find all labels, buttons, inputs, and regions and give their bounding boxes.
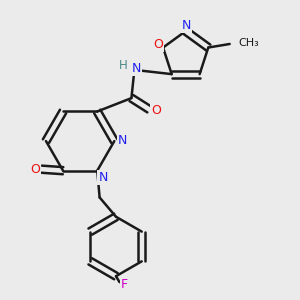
Text: N: N — [118, 134, 127, 147]
Text: CH₃: CH₃ — [238, 38, 259, 48]
Text: O: O — [151, 104, 161, 117]
Text: O: O — [153, 38, 163, 51]
Text: H: H — [119, 59, 128, 72]
Text: N: N — [132, 62, 142, 75]
Text: O: O — [30, 163, 40, 176]
Text: N: N — [182, 19, 191, 32]
Text: F: F — [121, 278, 128, 291]
Text: N: N — [98, 171, 108, 184]
